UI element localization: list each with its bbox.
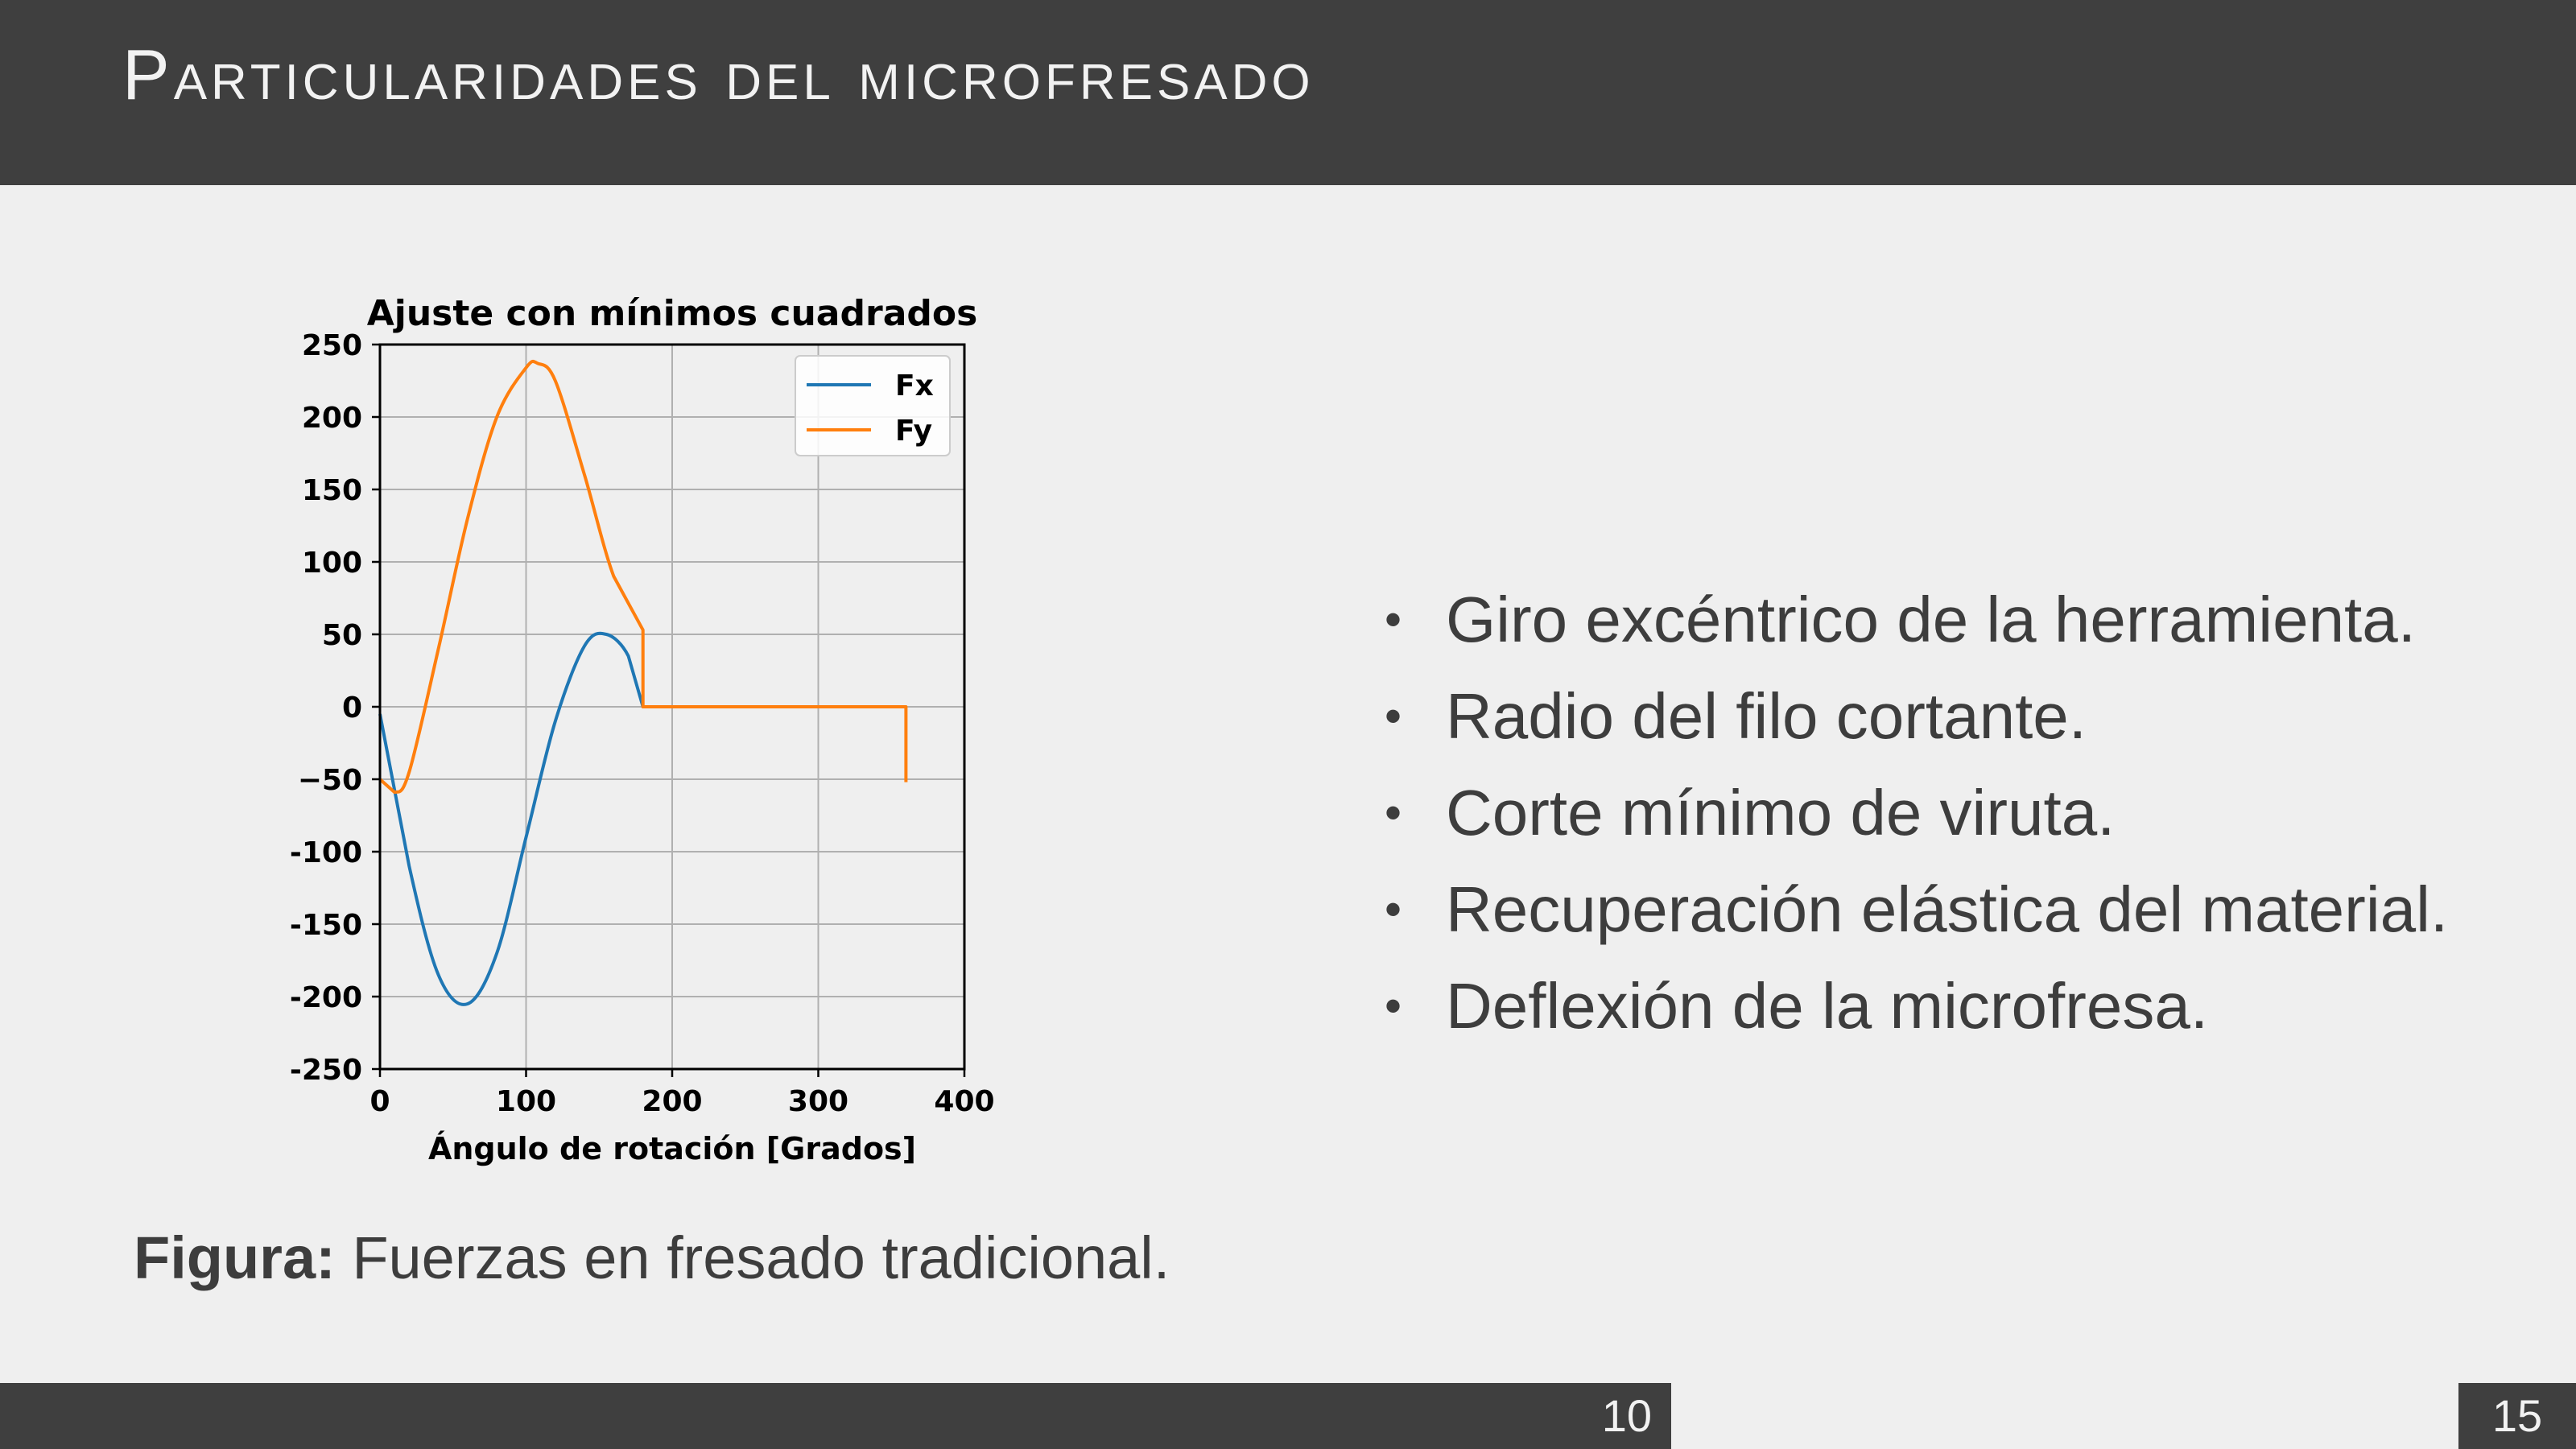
bullet-item: • Corte mínimo de viruta.: [1385, 765, 2448, 861]
series-line-fx: [378, 631, 906, 1006]
bullet-text: Corte mínimo de viruta.: [1446, 777, 2116, 848]
y-tick-label: 250: [302, 329, 362, 362]
bullet-text: Deflexión de la microfresa.: [1446, 970, 2209, 1042]
y-tick-label: 200: [302, 402, 362, 435]
bullet-icon: •: [1385, 689, 1402, 743]
y-tick-label: 0: [342, 691, 362, 724]
slide-title: Particularidades del microfresado: [122, 35, 1315, 114]
y-tick-label: 100: [302, 547, 362, 580]
force-chart: 0 100 200 300 400 250 200 150 100 50 0 −50 -100 -150 -…: [242, 274, 1030, 1183]
page-number: 10: [1601, 1390, 1652, 1441]
y-tick-label: 150: [302, 474, 362, 507]
chart-x-axis-label: Ángulo de rotación [Grados]: [428, 1131, 916, 1166]
bullet-text: Giro excéntrico de la herramienta.: [1446, 584, 2416, 655]
bullet-icon: •: [1385, 882, 1402, 936]
chart-title: Ajuste con mínimos cuadrados: [367, 293, 978, 334]
x-tick-label: 400: [934, 1085, 994, 1118]
caption-label: Figura:: [134, 1224, 336, 1291]
bullet-text: Recuperación elástica del material.: [1446, 873, 2449, 945]
figure-caption: Figura: Fuerzas en fresado tradicional.: [134, 1224, 1170, 1292]
total-pages: 15: [2491, 1390, 2543, 1441]
footer-total-box: 15: [2458, 1383, 2576, 1449]
y-tick-label: -150: [290, 909, 362, 942]
bullet-icon: •: [1385, 592, 1402, 646]
y-tick-label: -200: [290, 981, 362, 1014]
x-tick-label: 100: [496, 1085, 556, 1118]
x-tick-label: 300: [788, 1085, 848, 1118]
bullet-item: • Recuperación elástica del material.: [1385, 861, 2448, 958]
caption-text: Fuerzas en fresado tradicional.: [335, 1224, 1170, 1291]
y-tick-label: -250: [290, 1054, 362, 1087]
bullet-icon: •: [1385, 979, 1402, 1033]
x-tick-label: 0: [369, 1085, 390, 1118]
title-bar: Particularidades del microfresado: [0, 0, 2576, 185]
y-tick-label: 50: [322, 619, 362, 652]
bullet-icon: •: [1385, 786, 1402, 840]
chart-svg: 0 100 200 300 400 250 200 150 100 50 0 −50 -100 -150 -…: [290, 293, 995, 1166]
bullet-item: • Deflexión de la microfresa.: [1385, 958, 2448, 1055]
bullet-item: • Radio del filo cortante.: [1385, 668, 2448, 765]
y-tick-label: -100: [290, 836, 362, 869]
plot-frame: [378, 343, 966, 1071]
x-tick-label: 200: [642, 1085, 702, 1118]
legend-label-fy: Fy: [895, 415, 932, 448]
chart-legend: Fx Fy: [795, 355, 951, 456]
bullet-item: • Giro excéntrico de la herramienta.: [1385, 572, 2448, 668]
bullet-text: Radio del filo cortante.: [1446, 680, 2087, 752]
y-tick-label: −50: [298, 764, 362, 797]
chart-ticks: 0 100 200 300 400 250 200 150 100 50 0 −50 -100 -150 -…: [290, 329, 995, 1118]
footer-bar: 10: [0, 1383, 1671, 1449]
series-line-fy: [378, 359, 908, 795]
legend-label-fx: Fx: [895, 369, 934, 402]
bullet-list: • Giro excéntrico de la herramienta. • Rad…: [1385, 572, 2448, 1055]
chart-series: [378, 359, 908, 1006]
